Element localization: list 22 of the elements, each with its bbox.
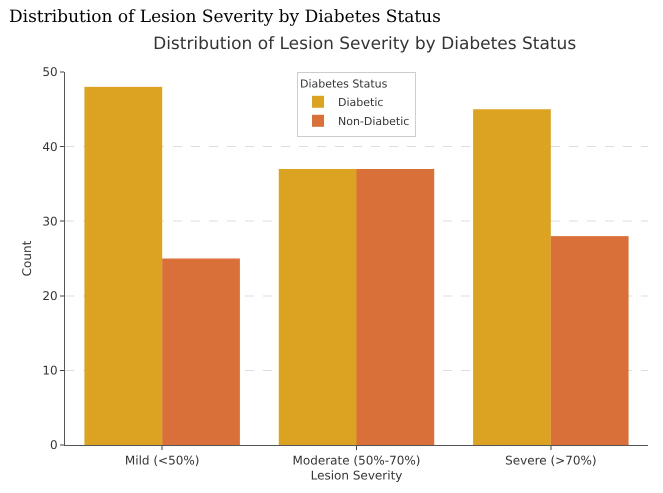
- y-tick-label: 10: [42, 364, 58, 378]
- bar: [356, 168, 434, 445]
- x-tick-label: Severe (>70%): [505, 453, 597, 468]
- legend-label: Non-Diabetic: [338, 115, 410, 128]
- bar: [162, 258, 240, 445]
- bar: [550, 236, 629, 445]
- bar: [473, 109, 551, 445]
- legend-title: Diabetes Status: [300, 77, 388, 90]
- y-tick-label: 40: [42, 140, 58, 154]
- bar: [84, 86, 162, 445]
- chart-title: Distribution of Lesion Severity by Diabetes Status: [153, 34, 576, 54]
- y-tick-label: 50: [42, 65, 58, 80]
- y-tick-label: 0: [50, 438, 58, 452]
- bar: [278, 168, 356, 445]
- y-tick-label: 30: [42, 214, 58, 228]
- x-tick-label: Mild (<50%): [124, 453, 200, 468]
- x-tick-label: Moderate (50%-70%): [292, 453, 420, 468]
- y-axis-title: Count: [20, 240, 34, 276]
- y-tick-label: 20: [42, 289, 58, 303]
- text: Distribution of Lesion Severity by Diabetes Status: [9, 7, 441, 27]
- legend-label: Diabetic: [338, 96, 384, 110]
- x-axis-title: Lesion Severity: [310, 468, 402, 482]
